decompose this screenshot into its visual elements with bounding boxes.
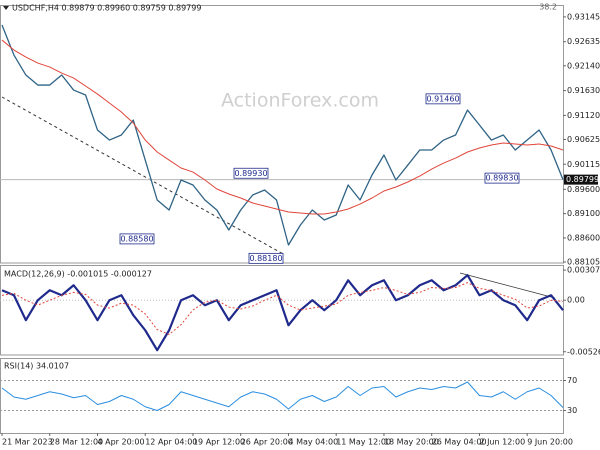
annotation-label: 0.88580 xyxy=(120,234,153,243)
x-tick-label: 4 Apr 20:00 xyxy=(97,438,144,447)
x-tick-label: 26 May 04:00 xyxy=(432,438,487,447)
y-tick-label: 0.90115 xyxy=(567,160,600,169)
annotation-label: 0.88180 xyxy=(249,254,282,263)
annotation-label: 0.91460 xyxy=(426,94,459,103)
x-tick-label: 12 Apr 04:00 xyxy=(145,438,197,447)
rsi-title: RSI(14) 34.0107 xyxy=(4,362,69,371)
y-tick-label: 70 xyxy=(567,376,577,385)
annotation-label: 0.89830 xyxy=(485,174,518,183)
fib-label: 38.2 xyxy=(539,3,557,12)
y-tick-label: -0.005268 xyxy=(567,347,600,356)
y-tick-label: 0.88600 xyxy=(567,233,600,242)
x-tick-label: 21 Mar 2023 xyxy=(2,438,53,447)
series-line xyxy=(1,381,564,411)
last-price-box xyxy=(564,174,598,185)
y-tick-label: 0.90625 xyxy=(567,135,600,144)
series-line xyxy=(1,39,564,215)
x-tick-label: 18 May 20:00 xyxy=(384,438,439,447)
annotation-label: 0.89930 xyxy=(234,169,267,178)
series-line xyxy=(1,274,564,352)
macd-trend-line xyxy=(459,272,556,299)
watermark: ActionForex.com xyxy=(221,90,379,112)
y-tick-label: 0.00 xyxy=(567,296,585,305)
title-marker xyxy=(3,6,9,10)
macd-title: MACD(12,26,9) -0.001015 -0.000127 xyxy=(4,270,152,279)
last-price-label: 0.89799 xyxy=(566,175,599,184)
x-tick-label: 2 Jun 12:00 xyxy=(479,438,525,447)
annotation-box xyxy=(248,252,284,264)
macd-panel xyxy=(0,265,564,356)
annotation-box xyxy=(484,172,520,184)
y-tick-label: 0.92140 xyxy=(567,61,600,70)
x-tick-label: 4 May 04:00 xyxy=(288,438,338,447)
annotation-box xyxy=(233,167,269,179)
x-tick-label: 11 May 12:00 xyxy=(336,438,391,447)
y-tick-label: 0.93145 xyxy=(567,12,600,21)
x-tick-label: 28 Mar 12:00 xyxy=(50,438,103,447)
y-tick-label: 0.89600 xyxy=(567,185,600,194)
series-line xyxy=(1,24,564,246)
x-tick-label: 9 Jun 20:00 xyxy=(527,438,573,447)
trend-line xyxy=(1,96,286,256)
annotation-box xyxy=(119,233,155,245)
y-tick-label: 30 xyxy=(567,406,577,415)
rsi-panel xyxy=(0,358,564,434)
x-tick-label: 19 Apr 12:00 xyxy=(193,438,245,447)
y-tick-label: 0.003076 xyxy=(567,266,600,275)
y-tick-label: 0.88105 xyxy=(567,258,600,267)
y-tick-label: 0.91630 xyxy=(567,86,600,95)
y-tick-label: 0.91120 xyxy=(567,111,600,120)
chart-title: USDCHF,H4 0.89879 0.89960 0.89759 0.8979… xyxy=(12,4,201,13)
y-tick-label: 0.89100 xyxy=(567,209,600,218)
annotation-box xyxy=(425,93,461,105)
x-tick-label: 26 Apr 20:00 xyxy=(241,438,293,447)
y-tick-label: 0.92635 xyxy=(567,37,600,46)
